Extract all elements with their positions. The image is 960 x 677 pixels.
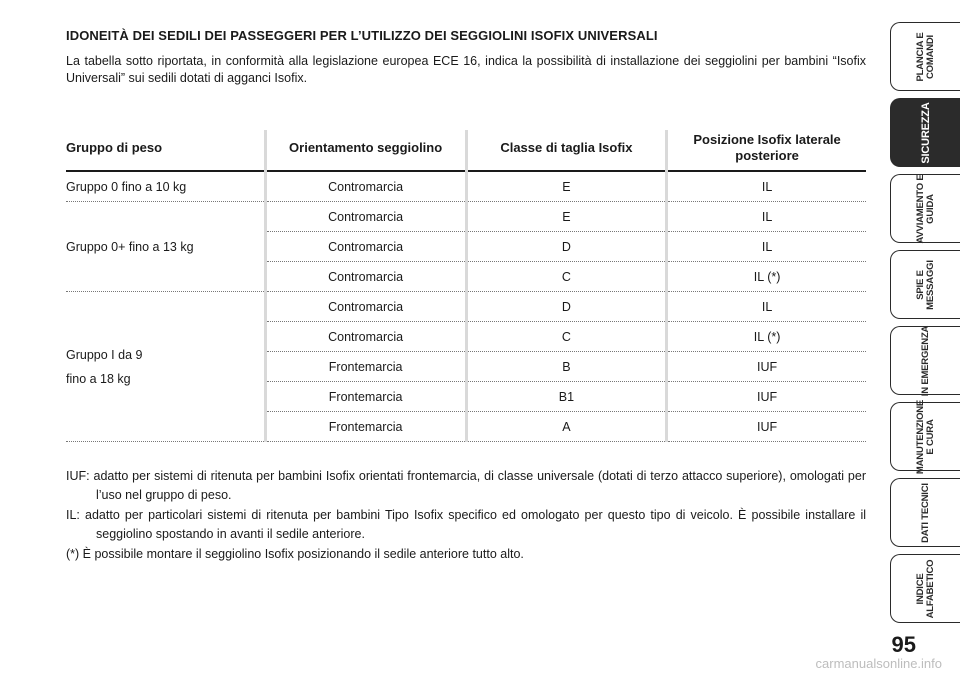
position-cell: IL (*) <box>665 321 866 352</box>
tab-sicurezza[interactable]: SICUREZZA <box>890 98 960 167</box>
page-number: 95 <box>891 632 916 657</box>
table-row: Frontemarcia A IUF <box>66 411 866 442</box>
tab-avviamento-e-guida[interactable]: AVVIAMENTO E GUIDA <box>890 174 960 243</box>
table-row: Contromarcia C IL (*) <box>66 261 866 292</box>
header-position: Posizione Isofix laterale posteriore <box>665 130 866 172</box>
isofix-table: Gruppo di peso Orientamento seggiolino C… <box>66 130 866 442</box>
tab-plancia-e-comandi[interactable]: PLANCIA E COMANDI <box>890 22 960 91</box>
header-weight-group: Gruppo di peso <box>66 130 266 172</box>
tab-in-emergenza[interactable]: IN EMERGENZA <box>890 325 960 396</box>
orientation-cell: Contromarcia <box>263 201 467 232</box>
section-intro: La tabella sotto riportata, in conformit… <box>66 54 866 85</box>
table-row: Contromarcia D IL <box>66 231 866 262</box>
table-row: Gruppo 0 fino a 10 kg Contromarcia E IL <box>66 171 866 202</box>
tab-indice-alfabetico[interactable]: INDICE ALFABETICO <box>890 554 960 623</box>
table-row: Gruppo I da 9 fino a 18 kg Contromarcia … <box>66 291 866 442</box>
tab-label: SICUREZZA <box>919 101 932 164</box>
position-cell: IUF <box>665 381 866 412</box>
group-1-cell: Gruppo I da 9 fino a 18 kg <box>66 291 266 442</box>
orientation-cell: Contromarcia <box>263 321 467 352</box>
size-class-cell: C <box>464 321 667 352</box>
size-class-cell: D <box>464 291 667 322</box>
footnotes: IUF: adatto per sistemi di ritenuta per … <box>66 467 866 565</box>
table-row: Gruppo 0+ fino a 13 kg Contromarcia E IL <box>66 201 866 292</box>
table-row: Contromarcia C IL (*) <box>66 321 866 352</box>
size-class-cell: B <box>464 351 667 382</box>
section-header: IDONEITÀ DEI SEDILI DEI PASSEGGERI PER L… <box>66 28 866 87</box>
group-0-cell: Gruppo 0 fino a 10 kg <box>66 171 266 202</box>
size-class-cell: D <box>464 231 667 262</box>
size-class-cell: C <box>464 261 667 292</box>
position-cell: IUF <box>665 351 866 382</box>
orientation-cell: Contromarcia <box>263 231 467 262</box>
header-orientation: Orientamento seggiolino <box>263 130 467 172</box>
group-1-line2: fino a 18 kg <box>66 371 131 386</box>
chapter-sidebar: PLANCIA E COMANDI SICUREZZA AVVIAMENTO E… <box>890 22 960 630</box>
position-cell: IL <box>665 171 866 202</box>
position-cell: IL <box>665 231 866 262</box>
group-0plus-cell: Gruppo 0+ fino a 13 kg <box>66 201 266 292</box>
orientation-cell: Contromarcia <box>263 291 467 322</box>
group-1-line1: Gruppo I da 9 <box>66 347 143 362</box>
note-asterisk: (*) È possibile montare il seggiolino Is… <box>66 547 524 561</box>
header-size-class: Classe di taglia Isofix <box>464 130 667 172</box>
orientation-cell: Frontemarcia <box>263 411 467 442</box>
size-class-cell: E <box>464 201 667 232</box>
position-cell: IL <box>665 201 866 232</box>
tab-label: IN EMERGENZA <box>919 325 931 396</box>
tab-manutenzione-e-cura[interactable]: MANUTENZIONE E CURA <box>890 399 960 474</box>
size-class-cell: A <box>464 411 667 442</box>
table-header-row: Gruppo di peso Orientamento seggiolino C… <box>66 130 866 172</box>
tab-label: MANUTENZIONE E CURA <box>914 399 936 474</box>
tab-label: SPIE E MESSAGGI <box>914 259 936 310</box>
note-il: IL: adatto per particolari sistemi di ri… <box>66 508 866 541</box>
size-class-cell: E <box>464 171 667 202</box>
table-row: Frontemarcia B IUF <box>66 351 866 382</box>
orientation-cell: Frontemarcia <box>263 351 467 382</box>
tab-label: INDICE ALFABETICO <box>914 559 936 618</box>
position-cell: IL (*) <box>665 261 866 292</box>
note-iuf: IUF: adatto per sistemi di ritenuta per … <box>66 469 866 502</box>
tab-label: PLANCIA E COMANDI <box>914 31 936 82</box>
orientation-cell: Contromarcia <box>263 261 467 292</box>
section-title: IDONEITÀ DEI SEDILI DEI PASSEGGERI PER L… <box>66 28 658 43</box>
position-cell: IUF <box>665 411 866 442</box>
position-cell: IL <box>665 291 866 322</box>
tab-label: AVVIAMENTO E GUIDA <box>914 173 936 244</box>
size-class-cell: B1 <box>464 381 667 412</box>
orientation-cell: Frontemarcia <box>263 381 467 412</box>
tab-dati-tecnici[interactable]: DATI TECNICI <box>890 478 960 547</box>
tab-spie-e-messaggi[interactable]: SPIE E MESSAGGI <box>890 250 960 319</box>
watermark: carmanualsonline.info <box>815 656 942 671</box>
orientation-cell: Contromarcia <box>263 171 467 202</box>
table-row: Frontemarcia B1 IUF <box>66 381 866 412</box>
tab-label: DATI TECNICI <box>919 482 931 543</box>
